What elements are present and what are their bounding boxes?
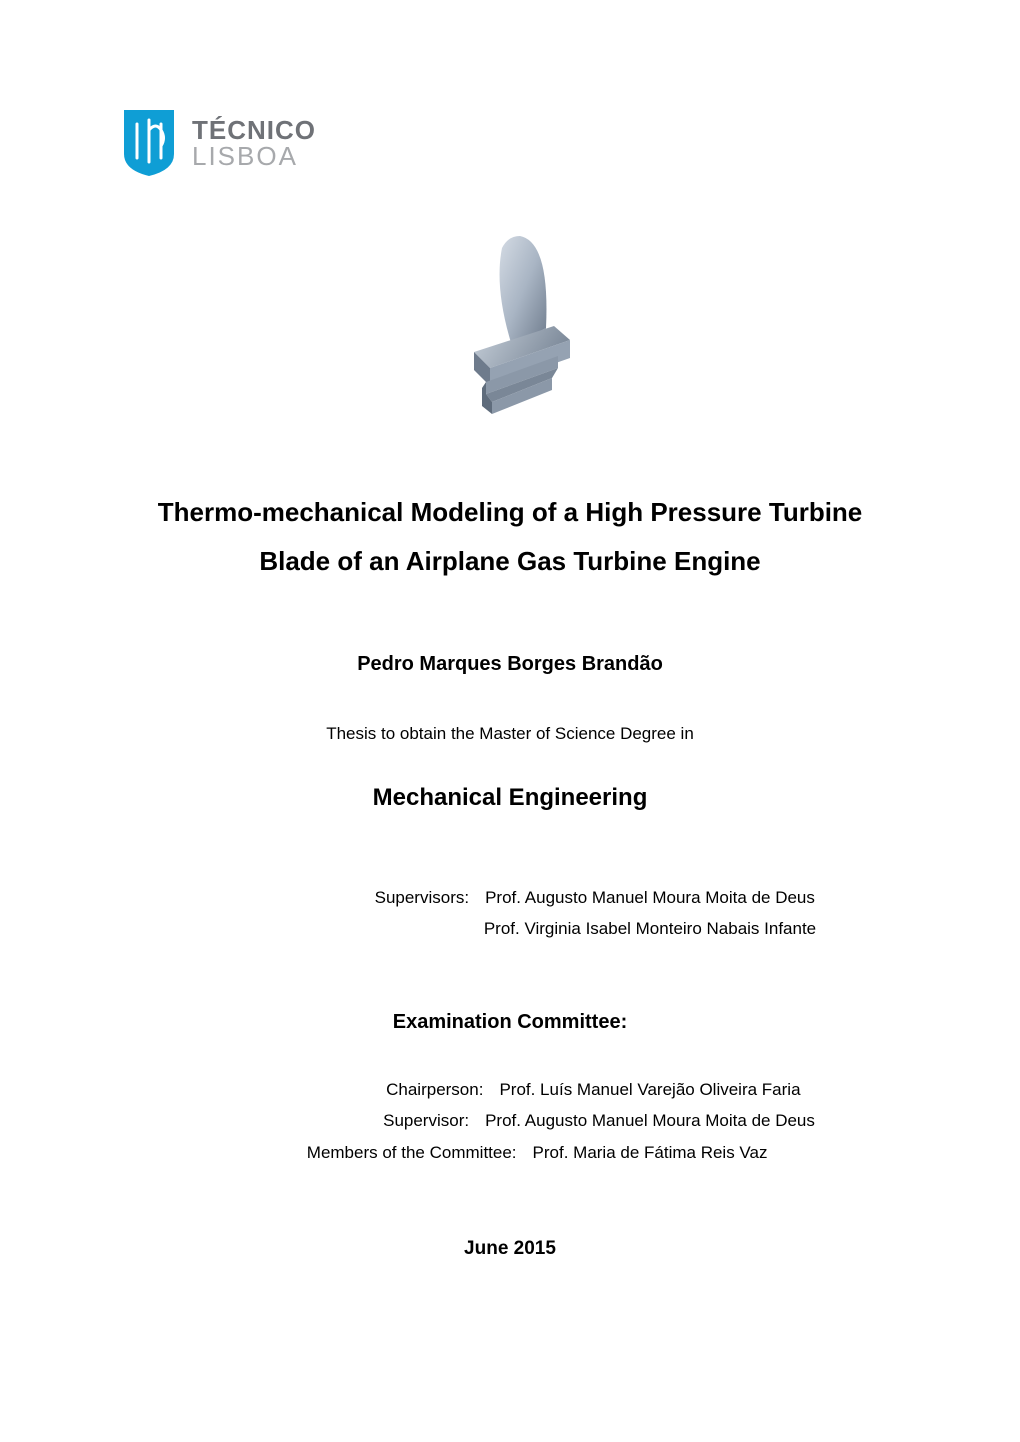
committee-value-2: Prof. Augusto Manuel Moura Moita de Deus (485, 1105, 815, 1136)
committee-row-3: Members of the Committee: Prof. Maria de… (120, 1137, 900, 1168)
committee-label-3: Members of the Committee: (253, 1137, 533, 1168)
committee-value-1: Prof. Luís Manuel Varejão Oliveira Faria (499, 1074, 800, 1105)
degree-name: Mechanical Engineering (120, 784, 900, 812)
supervisor-row-2: Prof. Virginia Isabel Monteiro Nabais In… (120, 913, 900, 944)
institution-logo: TÉCNICO LISBOA (120, 108, 900, 178)
supervisor-row-1: Supervisors: Prof. Augusto Manuel Moura … (120, 882, 900, 913)
title-line-2: Blade of an Airplane Gas Turbine Engine (120, 537, 900, 586)
logo-shield-icon (120, 108, 178, 178)
thesis-title: Thermo-mechanical Modeling of a High Pre… (120, 488, 900, 587)
degree-intro: Thesis to obtain the Master of Science D… (120, 724, 900, 744)
supervisor-name-1: Prof. Augusto Manuel Moura Moita de Deus (485, 882, 815, 913)
turbine-blade-icon (402, 218, 618, 434)
cover-figure (120, 218, 900, 434)
committee-block: Chairperson: Prof. Luís Manuel Varejão O… (120, 1074, 900, 1168)
committee-row-1: Chairperson: Prof. Luís Manuel Varejão O… (120, 1074, 900, 1105)
committee-heading: Examination Committee: (120, 1011, 900, 1034)
author-name: Pedro Marques Borges Brandão (120, 653, 900, 676)
supervisor-name-2: Prof. Virginia Isabel Monteiro Nabais In… (484, 913, 816, 944)
logo-text-bottom: LISBOA (192, 143, 316, 169)
title-line-1: Thermo-mechanical Modeling of a High Pre… (120, 488, 900, 537)
committee-row-2: Supervisor: Prof. Augusto Manuel Moura M… (120, 1105, 900, 1136)
thesis-date: June 2015 (120, 1238, 900, 1260)
logo-text: TÉCNICO LISBOA (192, 117, 316, 169)
committee-label-1: Chairperson: (219, 1074, 499, 1105)
supervisors-block: Supervisors: Prof. Augusto Manuel Moura … (120, 882, 900, 945)
supervisors-label-empty (204, 913, 484, 944)
logo-text-top: TÉCNICO (192, 117, 316, 143)
thesis-title-page: TÉCNICO LISBOA (0, 0, 1020, 1442)
supervisors-label: Supervisors: (205, 882, 485, 913)
committee-label-2: Supervisor: (205, 1105, 485, 1136)
committee-value-3: Prof. Maria de Fátima Reis Vaz (533, 1137, 768, 1168)
